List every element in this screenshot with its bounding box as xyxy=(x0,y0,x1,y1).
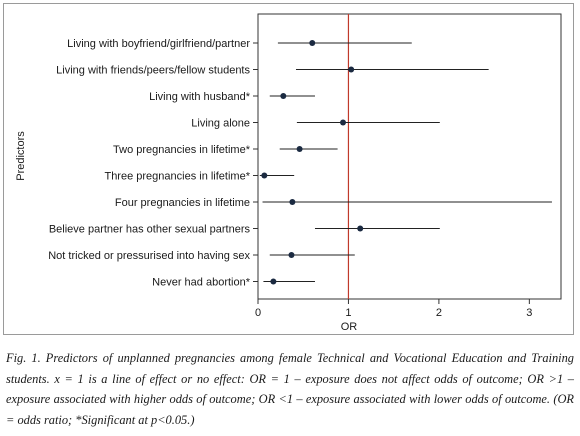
or-point xyxy=(340,119,347,126)
x-tick-label: 0 xyxy=(255,307,261,319)
or-point xyxy=(357,225,364,232)
predictor-label: Two pregnancies in lifetime* xyxy=(113,144,251,156)
figure-frame: Predictors OR 0 1 2 3 Living with boyfriend/… xyxy=(3,3,574,335)
predictor-label: Living with husband* xyxy=(149,91,251,103)
x-tick-label: 2 xyxy=(436,307,442,319)
or-point xyxy=(261,172,268,179)
predictor-label: Four pregnancies in lifetime xyxy=(115,197,250,209)
predictor-label: Never had abortion* xyxy=(152,277,251,289)
figure-caption: Fig. 1. Predictors of unplanned pregnanc… xyxy=(6,351,574,427)
predictor-label: Three pregnancies in lifetime* xyxy=(104,171,250,183)
or-point xyxy=(309,40,316,46)
x-axis-title: OR xyxy=(341,321,358,333)
predictor-label: Living with friends/peers/fellow student… xyxy=(56,65,250,77)
plot-box xyxy=(257,13,562,300)
predictor-label: Living with boyfriend/girlfriend/partner xyxy=(67,38,250,50)
predictor-label: Living alone xyxy=(191,118,250,130)
plot-area: 0 1 2 3 Living with boyfriend/girlfriend/par… xyxy=(48,13,562,319)
x-tick-label: 3 xyxy=(526,307,532,319)
predictor-label: Not tricked or pressurised into having s… xyxy=(48,250,250,262)
forest-plot: Predictors OR 0 1 2 3 Living with boyfriend/… xyxy=(15,13,562,333)
or-point xyxy=(280,93,287,99)
or-point xyxy=(348,66,355,73)
or-point xyxy=(289,199,296,205)
or-point xyxy=(296,146,303,152)
y-axis-title: Predictors xyxy=(15,131,27,181)
predictor-label: Believe partner has other sexual partner… xyxy=(49,224,251,236)
or-point xyxy=(288,252,295,258)
or-point xyxy=(270,278,277,285)
x-tick-label: 1 xyxy=(345,307,351,319)
